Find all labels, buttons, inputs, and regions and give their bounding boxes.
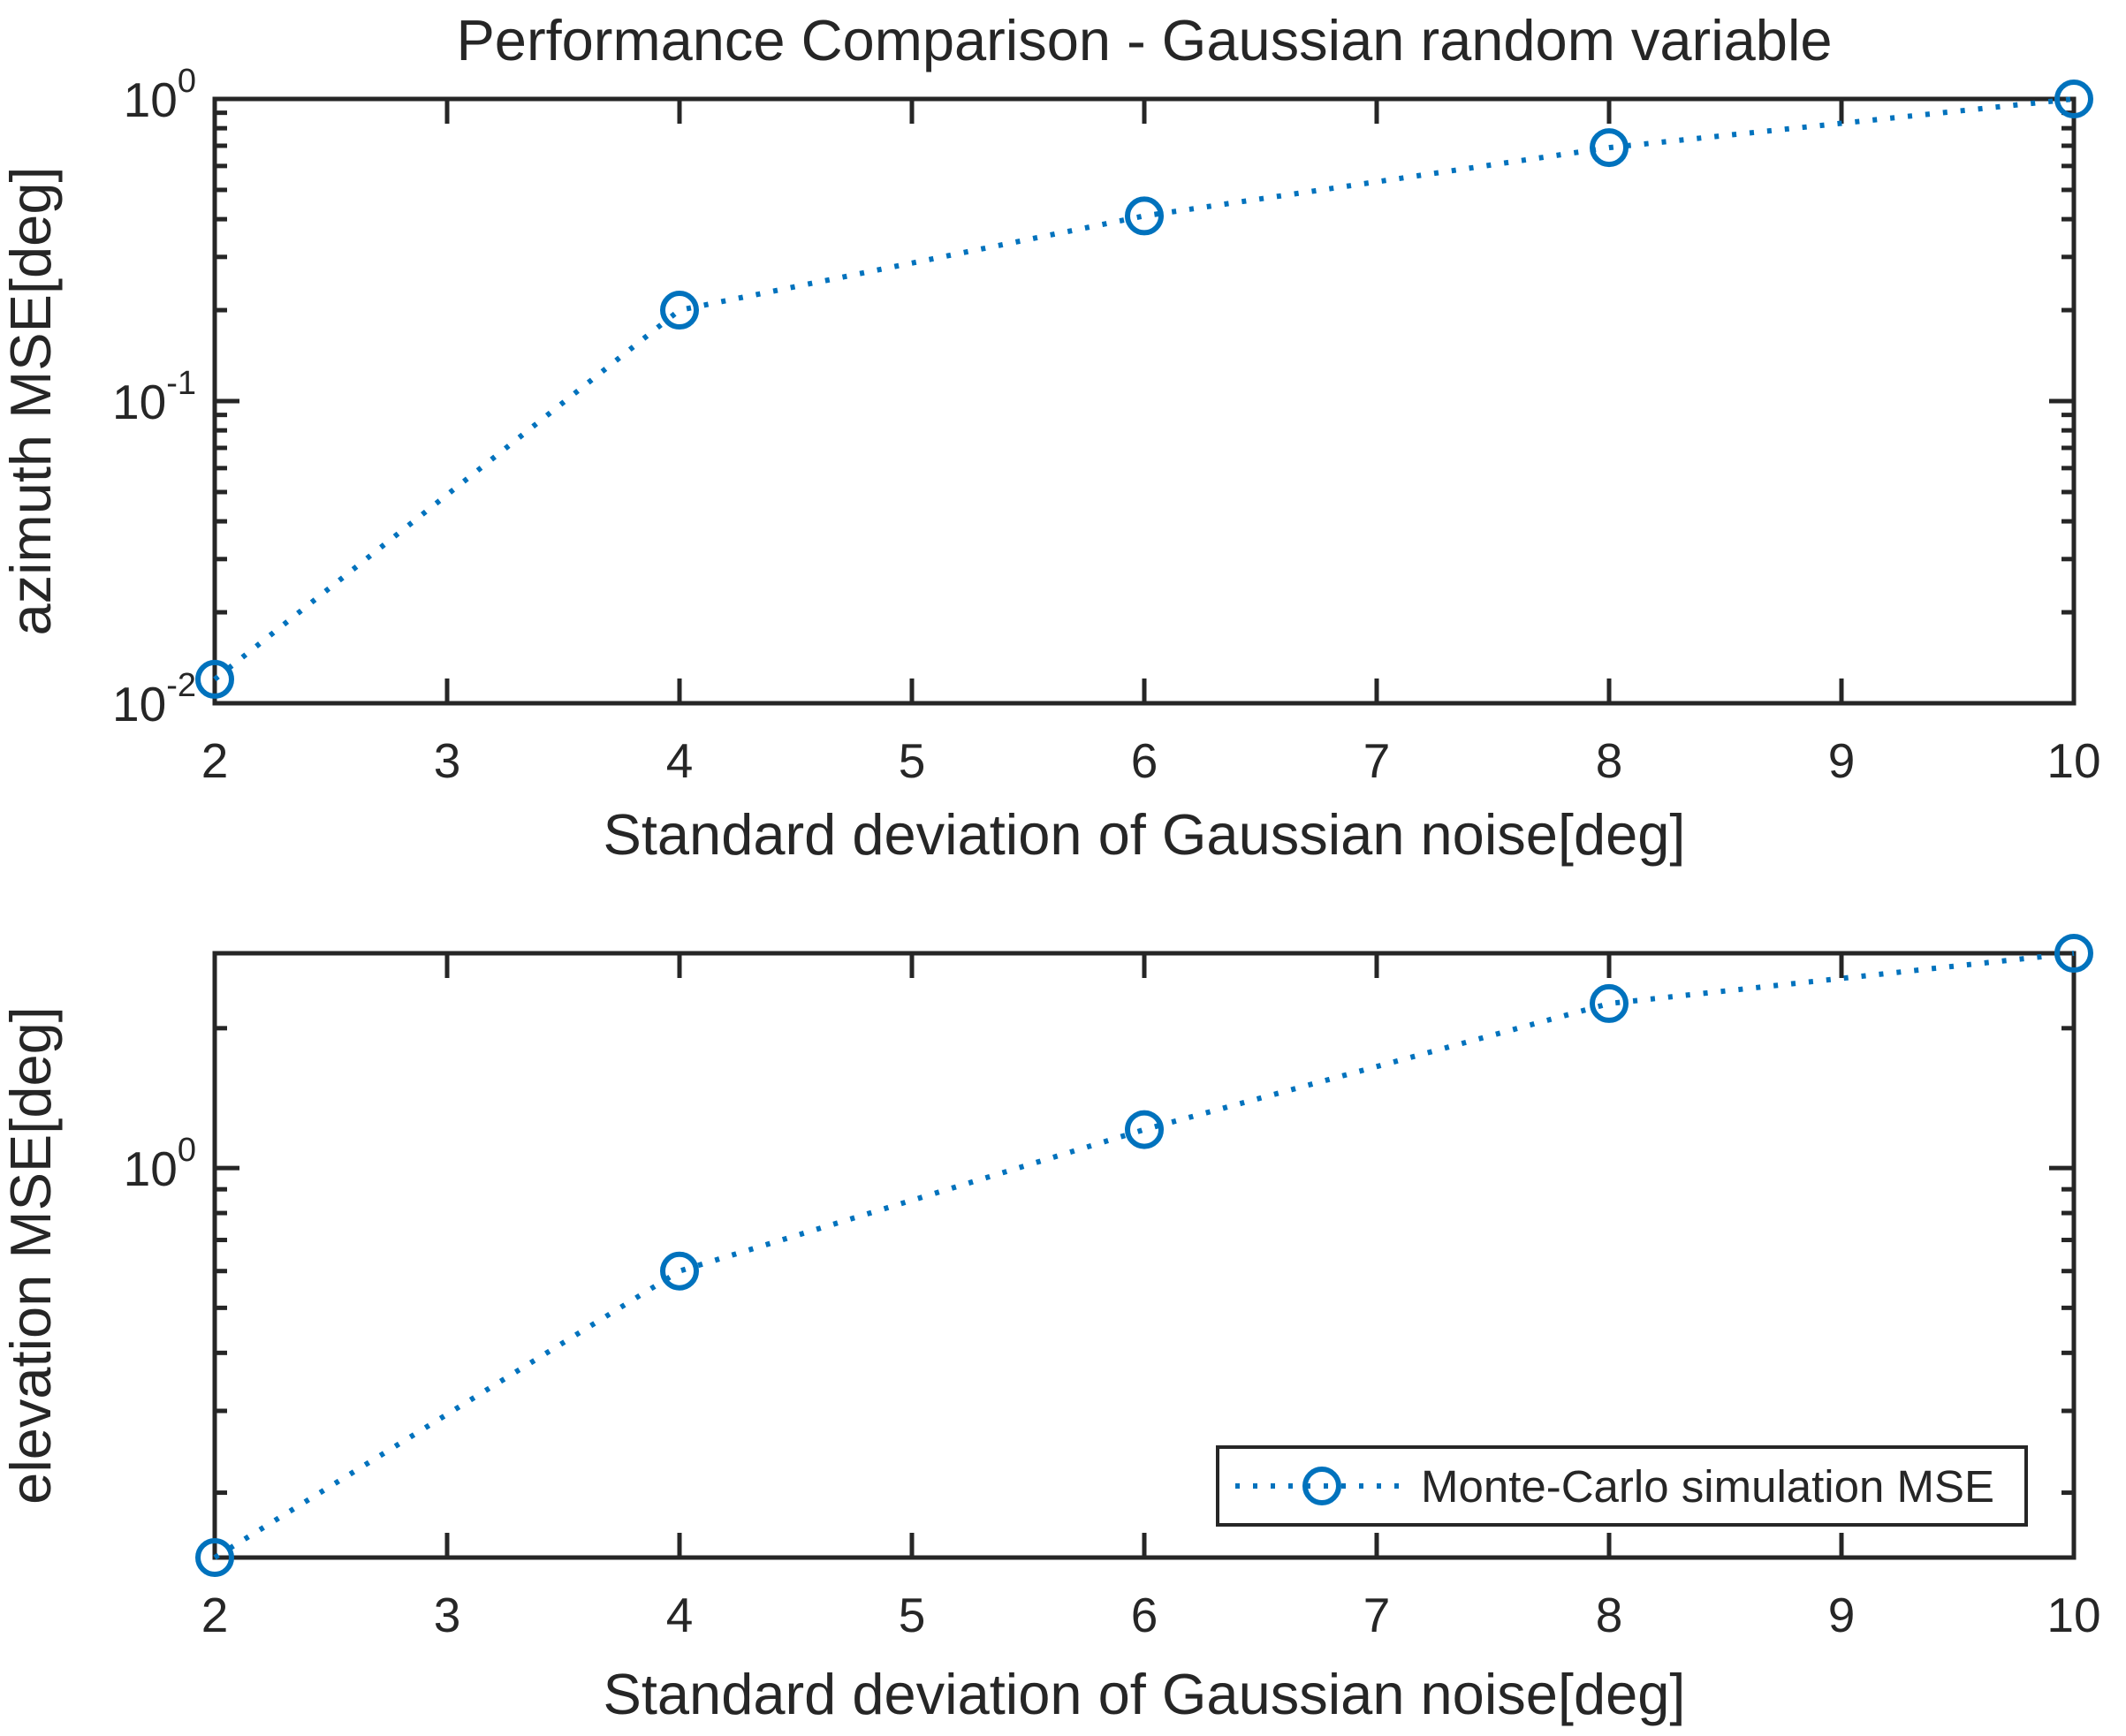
x-tick-label: 5: [899, 733, 926, 788]
data-point-marker: [660, 291, 699, 330]
x-tick-label: 3: [434, 1588, 461, 1642]
series-line: [213, 96, 2075, 682]
x-axis-label-bottom: Standard deviation of Gaussian noise[deg…: [603, 1662, 1685, 1726]
y-axis-label-top: azimuth MSE[deg]: [0, 166, 63, 635]
x-tick-label: 8: [1596, 1588, 1623, 1642]
x-tick-label: 2: [201, 1588, 229, 1642]
x-tick-label: 10: [2046, 1588, 2100, 1642]
y-tick-label: 10-1: [112, 365, 196, 429]
x-tick-label: 2: [201, 733, 229, 788]
x-tick-label: 3: [434, 733, 461, 788]
x-tick-label: 9: [1828, 733, 1856, 788]
data-point-marker: [660, 1251, 699, 1291]
data-point-marker: [2054, 934, 2093, 973]
y-tick-label: 10-2: [112, 667, 196, 732]
y-tick-label: 100: [124, 1132, 196, 1196]
data-point-marker: [1125, 196, 1164, 236]
x-tick-label: 7: [1363, 733, 1391, 788]
legend-box: [1216, 1445, 2028, 1527]
figure-title: Performance Comparison - Gaussian random…: [456, 8, 1832, 72]
x-tick-label: 9: [1828, 1588, 1856, 1642]
legend: Monte-Carlo simulation MSE: [1216, 1445, 2028, 1527]
y-tick-label-base: 10: [124, 1141, 178, 1196]
x-tick-label: 8: [1596, 733, 1623, 788]
x-tick-label: 7: [1363, 1588, 1391, 1642]
y-tick-label-exponent: -1: [166, 365, 196, 402]
y-axis-label-bottom: elevation MSE[deg]: [0, 1006, 63, 1505]
y-tick-label-base: 10: [124, 72, 178, 127]
x-axis-label-top: Standard deviation of Gaussian noise[deg…: [603, 802, 1685, 867]
y-tick-label: 100: [124, 63, 196, 127]
data-point-marker: [2054, 80, 2093, 118]
x-tick-label: 6: [1131, 1588, 1158, 1642]
data-point-marker: [1590, 983, 1629, 1023]
x-tick-label: 10: [2046, 733, 2100, 788]
x-tick-label: 6: [1131, 733, 1158, 788]
x-tick-label: 4: [666, 733, 694, 788]
y-tick-label-exponent: 0: [178, 1132, 196, 1169]
data-point-marker: [1125, 1110, 1164, 1149]
x-tick-label: 4: [666, 1588, 694, 1642]
data-point-marker: [1590, 128, 1629, 168]
axes-box: [212, 96, 2077, 706]
legend-marker-circle: [1302, 1467, 1341, 1505]
y-tick-label-exponent: 0: [178, 63, 196, 100]
data-point-marker: [195, 659, 234, 699]
legend-label: Monte-Carlo simulation MSE: [1421, 1461, 1994, 1512]
x-tick-label: 5: [899, 1588, 926, 1642]
y-tick-label-exponent: -2: [166, 667, 196, 704]
y-tick-label-base: 10: [112, 677, 166, 732]
y-tick-label-base: 10: [112, 375, 166, 429]
data-point-marker: [195, 1538, 234, 1577]
